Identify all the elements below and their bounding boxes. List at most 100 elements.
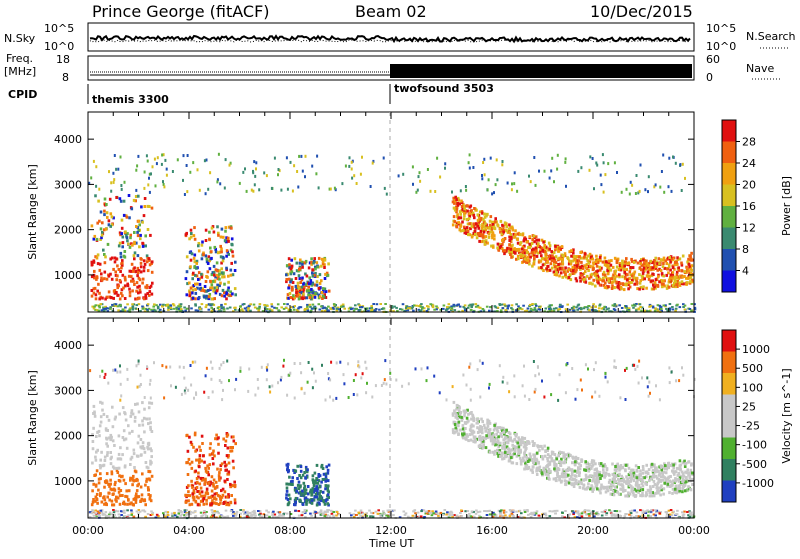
power-cell bbox=[210, 257, 213, 260]
velocity-cell bbox=[212, 452, 215, 455]
power-cell bbox=[98, 310, 101, 312]
power-cell bbox=[523, 257, 526, 260]
power-cell bbox=[308, 282, 311, 285]
velocity-cell bbox=[377, 509, 380, 511]
velocity-cell bbox=[217, 452, 220, 455]
power-cell bbox=[313, 257, 316, 260]
power-cell bbox=[684, 305, 687, 307]
velocity-cell bbox=[327, 502, 330, 505]
power-cell bbox=[194, 288, 197, 291]
power-cell bbox=[183, 307, 186, 309]
power-cell bbox=[607, 308, 610, 310]
velocity-cell bbox=[639, 494, 642, 497]
power-cell bbox=[209, 280, 212, 283]
power-cell bbox=[106, 307, 109, 309]
power-cell bbox=[137, 234, 140, 237]
velocity-cell bbox=[123, 512, 126, 514]
velocity-cell bbox=[125, 489, 128, 492]
power-cell bbox=[91, 295, 94, 298]
power-cell bbox=[635, 192, 637, 195]
velocity-cell bbox=[96, 469, 99, 472]
power-cell bbox=[658, 262, 661, 265]
power-cell bbox=[569, 260, 572, 263]
velocity-cell bbox=[193, 498, 196, 501]
power-cell bbox=[173, 308, 176, 310]
power-cell bbox=[140, 262, 143, 265]
power-cell bbox=[672, 284, 675, 287]
power-cell bbox=[638, 273, 641, 276]
velocity-cell bbox=[574, 474, 577, 477]
power-cell bbox=[141, 221, 144, 224]
velocity-cell bbox=[109, 451, 112, 454]
power-cell bbox=[254, 175, 256, 178]
velocity-cell bbox=[543, 445, 546, 448]
velocity-cell bbox=[499, 442, 502, 445]
power-cell bbox=[361, 156, 363, 159]
velocity-cell bbox=[220, 489, 223, 492]
velocity-cell bbox=[305, 496, 308, 499]
power-cell bbox=[101, 234, 104, 237]
power-cell bbox=[551, 254, 554, 257]
power-cell bbox=[527, 308, 530, 310]
velocity-cell bbox=[204, 478, 207, 481]
power-cell bbox=[138, 223, 141, 226]
velocity-cell bbox=[589, 474, 592, 477]
power-cell bbox=[660, 269, 663, 272]
velocity-cell bbox=[685, 471, 688, 474]
power-cell bbox=[529, 304, 532, 306]
power-cell bbox=[297, 186, 299, 189]
velocity-cell bbox=[197, 503, 200, 506]
power-cell bbox=[198, 296, 201, 299]
power-cell bbox=[227, 289, 230, 292]
velocity-cell bbox=[137, 455, 140, 458]
velocity-cell bbox=[520, 512, 523, 514]
power-cell bbox=[154, 309, 157, 311]
velocity-cell bbox=[325, 499, 328, 502]
power-cell bbox=[469, 206, 472, 209]
velocity-cell bbox=[610, 483, 613, 486]
power-cell bbox=[308, 266, 311, 269]
power-cell bbox=[224, 230, 227, 233]
power-cell bbox=[167, 309, 170, 311]
power-cell bbox=[306, 304, 309, 306]
power-cell bbox=[307, 310, 310, 312]
power-cell bbox=[275, 307, 278, 309]
power-cell bbox=[668, 279, 671, 282]
velocity-cell bbox=[134, 403, 137, 406]
power-cell bbox=[456, 208, 459, 211]
power-cell bbox=[115, 291, 118, 294]
velocity-cell bbox=[324, 480, 327, 483]
power-cell bbox=[661, 170, 663, 173]
velocity-cell bbox=[485, 446, 488, 449]
power-cell bbox=[96, 257, 99, 260]
velocity-cell bbox=[617, 482, 620, 485]
power-cell bbox=[133, 283, 136, 286]
velocity-cell bbox=[560, 480, 563, 483]
power-cell bbox=[463, 212, 466, 215]
power-cell bbox=[312, 304, 315, 306]
power-cell bbox=[298, 274, 301, 277]
power-cell bbox=[436, 157, 438, 160]
velocity-cell bbox=[538, 449, 541, 452]
velocity-cell bbox=[492, 451, 495, 454]
velocity-cell bbox=[148, 442, 151, 445]
power-cell bbox=[226, 308, 229, 310]
power-cell bbox=[226, 249, 229, 252]
velocity-cell bbox=[297, 484, 300, 487]
power-cell bbox=[668, 157, 670, 160]
velocity-cell bbox=[472, 417, 475, 420]
velocity-cell bbox=[505, 429, 508, 432]
velocity-cell bbox=[353, 513, 356, 515]
power-cell bbox=[483, 213, 486, 216]
velocity-cell bbox=[103, 503, 106, 506]
power-cell bbox=[564, 161, 566, 164]
velocity-cell bbox=[112, 509, 115, 511]
velocity-cell bbox=[664, 467, 667, 470]
power-cell bbox=[688, 263, 691, 266]
power-cell bbox=[201, 303, 204, 305]
power-cell bbox=[126, 303, 129, 305]
power-cell bbox=[197, 310, 200, 312]
velocity-cell bbox=[493, 424, 496, 427]
power-cell bbox=[662, 265, 665, 268]
power-cell bbox=[193, 257, 196, 260]
